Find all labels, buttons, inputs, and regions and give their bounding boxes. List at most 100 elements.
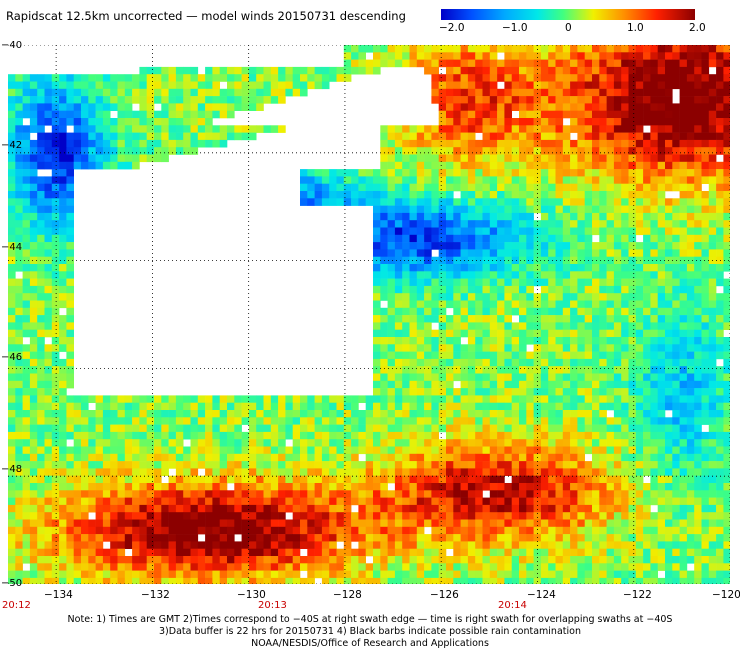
- data-cell: [526, 278, 534, 287]
- data-cell: [387, 410, 396, 418]
- data-cell: [212, 74, 220, 82]
- data-cell: [424, 424, 432, 433]
- data-cell: [657, 402, 666, 411]
- data-cell: [29, 526, 38, 535]
- data-cell: [438, 461, 447, 469]
- data-cell: [278, 490, 286, 498]
- data-cell: [22, 74, 31, 82]
- data-cell: [88, 96, 96, 104]
- data-cell: [8, 227, 16, 236]
- data-cell: [570, 66, 578, 75]
- data-cell: [555, 81, 564, 90]
- data-cell: [716, 205, 724, 214]
- data-cell: [708, 344, 717, 352]
- data-cell: [416, 212, 425, 221]
- data-cell: [555, 439, 564, 447]
- data-cell: [562, 271, 571, 279]
- data-cell: [168, 110, 177, 119]
- data-cell: [51, 220, 60, 228]
- data-cell: [540, 81, 549, 90]
- data-cell: [197, 490, 206, 498]
- data-cell: [402, 227, 410, 236]
- data-cell: [365, 468, 374, 476]
- data-cell: [613, 264, 622, 272]
- data-cell: [606, 103, 615, 111]
- data-cell: [723, 519, 730, 528]
- data-cell: [723, 278, 730, 287]
- data-cell: [394, 271, 403, 279]
- data-cell: [592, 358, 600, 367]
- data-cell: [446, 351, 454, 360]
- data-cell: [592, 45, 600, 53]
- data-cell: [453, 256, 461, 265]
- data-cell: [526, 402, 534, 411]
- data-cell: [475, 264, 483, 272]
- data-cell: [416, 205, 425, 214]
- data-cell: [51, 300, 60, 309]
- data-cell: [424, 285, 432, 294]
- data-cell: [489, 234, 498, 243]
- data-cell: [475, 191, 483, 199]
- data-cell: [592, 161, 600, 170]
- data-cell: [489, 198, 498, 206]
- data-cell: [132, 118, 140, 126]
- data-cell: [438, 490, 447, 498]
- data-cell: [723, 132, 730, 141]
- data-cell: [475, 351, 483, 360]
- data-cell: [51, 154, 60, 163]
- data-cell: [59, 373, 67, 382]
- data-cell: [102, 424, 111, 433]
- data-cell: [44, 402, 53, 411]
- data-cell: [446, 497, 454, 506]
- data-cell: [599, 504, 607, 513]
- data-cell: [51, 264, 60, 272]
- data-cell: [37, 118, 45, 126]
- data-cell: [562, 103, 571, 111]
- data-cell: [606, 504, 615, 513]
- data-cell: [8, 388, 16, 396]
- data-cell: [205, 468, 213, 476]
- data-cell: [665, 534, 673, 542]
- data-cell: [511, 373, 520, 382]
- data-cell: [555, 417, 564, 425]
- data-cell: [694, 424, 702, 433]
- data-cell: [555, 373, 564, 382]
- data-cell: [548, 512, 556, 520]
- data-cell: [555, 59, 564, 68]
- data-cell: [416, 242, 425, 250]
- data-cell: [686, 483, 695, 491]
- data-cell: [555, 147, 564, 155]
- data-cell: [701, 483, 710, 491]
- data-cell: [44, 212, 53, 221]
- data-cell: [117, 461, 126, 469]
- data-cell: [183, 125, 191, 133]
- data-cell: [22, 154, 31, 163]
- data-cell: [161, 110, 169, 119]
- data-cell: [29, 293, 38, 301]
- data-cell: [402, 417, 410, 425]
- data-cell: [161, 402, 169, 411]
- data-cell: [519, 366, 527, 374]
- data-cell: [475, 96, 483, 104]
- data-cell: [716, 380, 724, 389]
- data-cell: [8, 278, 16, 287]
- data-cell: [599, 234, 607, 243]
- data-cell: [613, 344, 622, 352]
- data-cell: [343, 468, 352, 476]
- data-cell: [482, 198, 491, 206]
- data-cell: [394, 125, 403, 133]
- data-cell: [402, 453, 410, 462]
- data-cell: [533, 45, 542, 53]
- data-cell: [22, 205, 31, 214]
- data-cell: [577, 468, 585, 476]
- data-cell: [161, 154, 169, 163]
- data-cell: [657, 66, 666, 75]
- data-cell: [256, 461, 264, 469]
- data-cell: [146, 81, 155, 90]
- data-cell: [431, 96, 439, 104]
- data-cell: [504, 344, 512, 352]
- data-cell: [219, 490, 228, 498]
- data-cell: [621, 59, 629, 68]
- data-cell: [431, 453, 439, 462]
- data-cell: [716, 322, 724, 330]
